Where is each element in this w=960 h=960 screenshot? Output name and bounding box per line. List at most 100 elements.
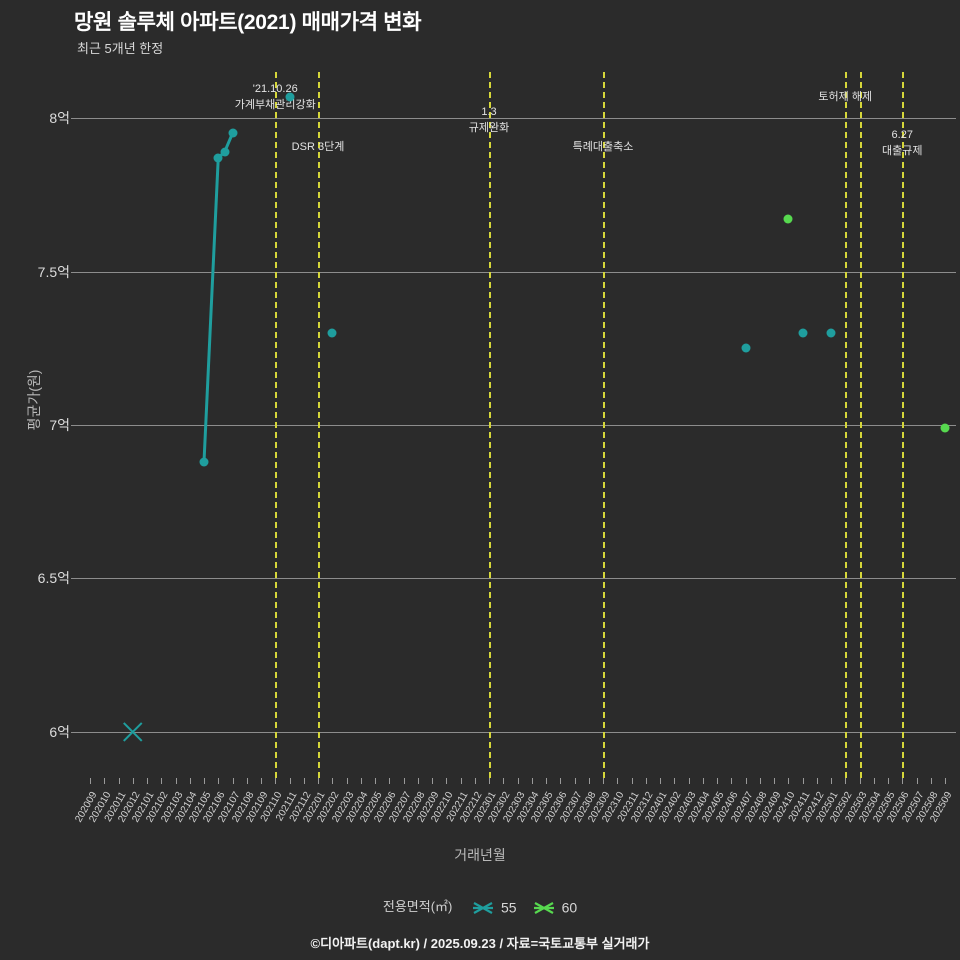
event-annotation-label: DSR 3단계: [292, 140, 345, 156]
y-tick-mark: [71, 425, 78, 426]
x-tick-mark: [332, 778, 334, 784]
x-tick-mark: [902, 778, 904, 784]
x-tick-mark: [588, 778, 590, 784]
legend-x-marker-icon: [531, 900, 557, 916]
x-tick-mark: [460, 778, 462, 784]
event-vertical-line: [845, 72, 848, 778]
x-tick-mark: [788, 778, 790, 784]
event-annotation-line1: 특례대출축소: [572, 141, 634, 153]
data-point: [798, 328, 807, 338]
x-tick-mark: [189, 778, 191, 784]
x-tick-mark: [175, 778, 177, 784]
event-annotation-label: 1.3 규제완화: [469, 105, 509, 137]
footer-credit: ©디아파트(dapt.kr) / 2025.09.23 / 자료=국토교통부 실…: [310, 936, 650, 951]
x-tick-mark: [474, 778, 476, 784]
x-tick-mark: [261, 778, 262, 784]
data-point: [741, 343, 750, 353]
data-point: [327, 328, 337, 338]
x-tick-mark: [489, 778, 490, 784]
x-tick-mark: [432, 778, 433, 784]
legend-x-marker-icon: [470, 900, 496, 916]
x-tick-mark: [717, 778, 718, 784]
x-tick-mark: [147, 778, 148, 784]
legend-item-label[interactable]: 60: [561, 899, 578, 916]
data-point: [826, 328, 836, 338]
x-tick-mark: [118, 778, 120, 784]
x-tick-mark: [674, 778, 676, 784]
x-tick-mark: [517, 778, 519, 784]
event-vertical-line: [318, 72, 320, 778]
x-tick-mark: [645, 778, 647, 784]
event-annotation-label: 토허제 해제: [818, 90, 872, 106]
x-tick-mark: [930, 778, 932, 784]
x-tick-mark: [759, 778, 761, 784]
x-tick-mark: [403, 778, 405, 784]
x-tick-mark: [218, 778, 220, 784]
x-tick-mark: [289, 778, 291, 784]
x-tick-mark: [774, 778, 775, 784]
x-tick-mark: [888, 778, 889, 784]
x-tick-mark: [161, 778, 163, 784]
y-tick-mark: [71, 731, 78, 733]
event-annotation-line1: '21.10.26: [252, 83, 298, 95]
series-line: [202, 131, 234, 464]
event-vertical-line: [489, 72, 491, 778]
event-annotation-label: '21.10.26 가계부채관리강화: [235, 82, 316, 114]
x-tick-mark: [546, 778, 547, 784]
page-title: 망원 솔루체 아파트(2021) 매매가격 변화: [74, 11, 422, 34]
x-tick-mark: [631, 778, 633, 784]
event-annotation-line2: 대출규제: [882, 144, 923, 157]
gridline: [78, 731, 956, 733]
x-tick-mark: [204, 778, 205, 784]
y-tick-mark: [71, 578, 78, 580]
x-tick-mark: [660, 778, 661, 784]
x-tick-mark: [275, 778, 277, 784]
x-tick-mark: [745, 778, 747, 784]
legend: 전용면적(㎡) 55 60: [0, 896, 960, 916]
legend-item-label[interactable]: 55: [500, 899, 517, 916]
x-tick-mark: [831, 778, 832, 784]
x-tick-mark: [617, 778, 619, 784]
event-vertical-line: [275, 72, 278, 778]
x-tick-mark: [802, 778, 804, 784]
x-tick-mark: [873, 778, 875, 784]
gridline: [78, 118, 956, 120]
x-tick-mark: [688, 778, 690, 784]
x-tick-mark: [446, 778, 448, 784]
x-tick-mark: [945, 778, 946, 784]
x-tick-mark: [346, 778, 348, 784]
x-tick-mark: [375, 778, 376, 784]
x-tick-mark: [90, 778, 91, 784]
x-tick-mark: [104, 778, 106, 784]
x-tick-mark: [417, 778, 419, 784]
x-tick-mark: [303, 778, 305, 784]
x-tick-mark: [603, 778, 604, 784]
x-tick-mark: [574, 778, 576, 784]
y-tick-label: 6.5억: [37, 570, 70, 587]
event-annotation-line1: 토허제 해제: [818, 91, 873, 103]
data-point: [199, 457, 209, 467]
y-tick-label: 6억: [49, 723, 70, 740]
x-tick-mark: [816, 778, 818, 784]
x-tick-mark: [731, 778, 733, 784]
event-annotation-label: 특례대출축소: [573, 140, 634, 156]
y-tick-mark: [71, 118, 78, 120]
x-tick-mark: [389, 778, 391, 784]
x-tick-mark: [360, 778, 362, 784]
event-annotation-line1: 6.27: [891, 129, 913, 141]
x-tick-mark: [702, 778, 704, 784]
x-tick-mark: [531, 778, 533, 784]
x-tick-mark: [503, 778, 505, 784]
event-vertical-line: [902, 72, 905, 778]
x-tick-mark: [560, 778, 562, 784]
event-annotation-label: 6.27 대출규제: [882, 128, 922, 160]
data-point: [285, 92, 294, 102]
x-tick-mark: [232, 778, 234, 784]
x-tick-mark: [246, 778, 248, 784]
event-annotation-line1: 1.3: [481, 106, 497, 118]
gridline: [78, 578, 956, 580]
y-tick-label: 7억: [49, 417, 70, 433]
event-vertical-line: [603, 72, 605, 778]
data-point: [783, 214, 793, 224]
event-annotation-line2: 규제완화: [468, 121, 510, 134]
